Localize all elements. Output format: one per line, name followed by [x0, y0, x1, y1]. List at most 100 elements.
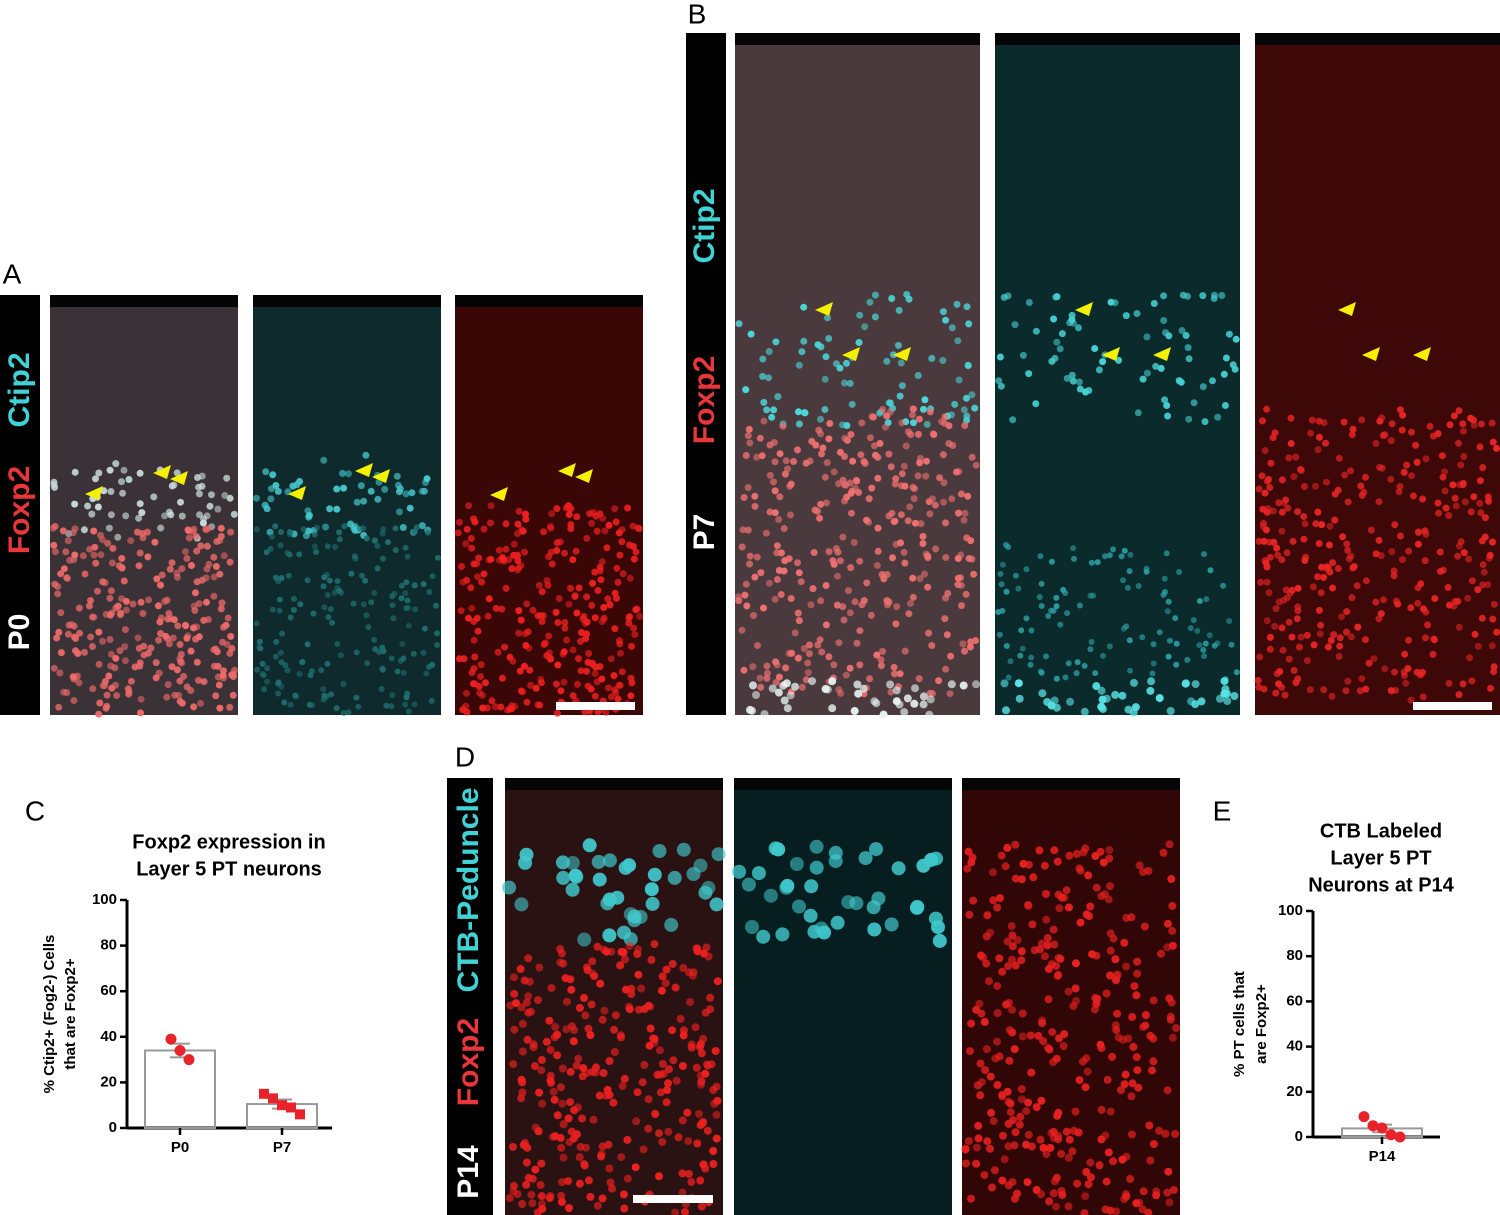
cell: [1466, 654, 1474, 662]
cell: [555, 595, 563, 602]
cell: [536, 1181, 545, 1189]
cell: [219, 671, 227, 679]
cell: [1334, 486, 1342, 494]
cell: [1053, 675, 1060, 682]
cell: [747, 330, 755, 338]
cell: [612, 689, 620, 697]
cell: [901, 647, 909, 655]
cell: [183, 683, 191, 691]
cell: [1270, 538, 1278, 546]
cell: [787, 595, 795, 602]
cell: [583, 667, 591, 675]
cell: [515, 629, 523, 637]
cell: [655, 1046, 664, 1055]
cell: [687, 1040, 696, 1049]
cell: [1340, 418, 1348, 426]
cell: [1395, 488, 1403, 496]
cell: [1408, 428, 1415, 436]
cell: [468, 669, 476, 677]
cell: [1155, 694, 1164, 703]
cell: [620, 1074, 629, 1083]
cell: [212, 692, 220, 700]
cell: [1336, 642, 1344, 650]
cell: [1008, 931, 1017, 940]
cell: [1273, 670, 1281, 678]
cell: [1103, 1075, 1112, 1084]
cell: [1401, 650, 1409, 658]
cell: [898, 470, 906, 478]
cell: [220, 552, 228, 560]
data-point: [1394, 1131, 1406, 1143]
cell: [1109, 1157, 1118, 1166]
cell: [467, 535, 475, 542]
cell: [1122, 962, 1131, 971]
cell: [1149, 1140, 1158, 1149]
cell: [524, 954, 533, 963]
cell: [1356, 687, 1364, 695]
cell: [1003, 541, 1009, 548]
cell: [940, 479, 948, 487]
cell: [1150, 660, 1157, 667]
cell: [946, 690, 954, 698]
cell: [55, 628, 63, 636]
cell: [1420, 605, 1427, 613]
cell: [1398, 426, 1406, 434]
cell: [1147, 677, 1156, 686]
cell: [340, 709, 347, 716]
cell: [173, 569, 181, 577]
cell: [257, 645, 264, 652]
cell: [963, 303, 971, 311]
cell: [559, 959, 568, 968]
cell: [995, 377, 1003, 385]
cell: [421, 487, 428, 495]
cell: [392, 547, 399, 554]
cell: [333, 705, 340, 712]
cell: [1083, 1067, 1092, 1076]
cell: [892, 697, 901, 706]
cell: [1165, 1198, 1174, 1207]
cell: [925, 629, 933, 637]
cell: [129, 600, 137, 608]
cell: [157, 524, 165, 532]
cell: [865, 518, 872, 526]
cell: [1062, 886, 1071, 895]
cell: [360, 601, 367, 608]
cell: [1022, 1140, 1031, 1149]
label-strip: [447, 778, 493, 1215]
cell: [388, 655, 395, 662]
cell: [1439, 473, 1447, 481]
cell: [1405, 547, 1413, 555]
cell: [125, 476, 133, 483]
cell: [1097, 686, 1106, 695]
cell: [491, 703, 499, 711]
cell: [1120, 625, 1127, 632]
cell: [1323, 478, 1330, 486]
cell: [1329, 559, 1337, 567]
cell: [754, 642, 761, 649]
cell: [1065, 1135, 1074, 1144]
cell: [664, 917, 679, 932]
cell: [998, 1176, 1007, 1185]
cell: [1015, 585, 1022, 592]
cell: [157, 581, 164, 589]
cell: [1266, 484, 1274, 491]
cell: [855, 488, 862, 496]
cell: [1328, 692, 1336, 700]
cell: [405, 708, 412, 715]
cell: [915, 415, 923, 423]
cell: [709, 1160, 718, 1168]
cell: [961, 509, 969, 517]
cell: [780, 878, 795, 893]
cell: [59, 527, 67, 535]
cell: [971, 404, 979, 412]
cell: [57, 649, 65, 657]
cell: [51, 580, 59, 588]
cell: [81, 570, 89, 578]
cell: [618, 1082, 627, 1090]
cell: [979, 953, 988, 962]
cell: [323, 693, 330, 700]
cell: [1088, 638, 1095, 645]
cell: [964, 492, 972, 500]
cell: [1104, 1148, 1113, 1157]
cell: [1134, 1083, 1143, 1092]
